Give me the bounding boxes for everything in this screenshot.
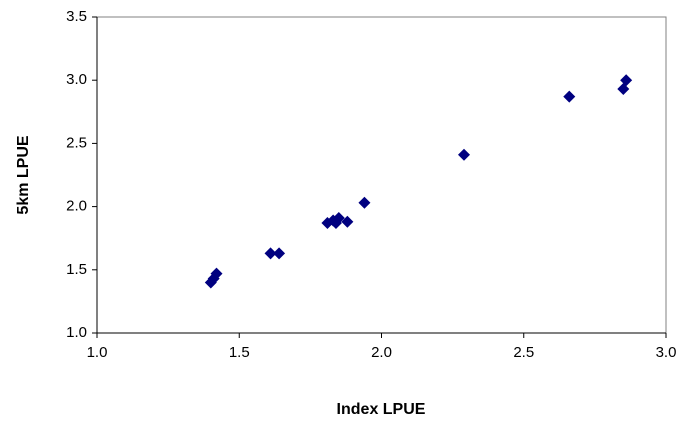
y-axis-title: 5km LPUE	[15, 135, 32, 214]
data-point	[332, 211, 345, 224]
data-point	[617, 83, 630, 96]
x-tick-label: 1.5	[229, 344, 250, 361]
x-tick-label: 2.0	[371, 344, 392, 361]
x-tick-label: 1.0	[87, 344, 108, 361]
data-point	[458, 148, 471, 161]
x-tick-label: 3.0	[656, 344, 677, 361]
y-tick-label: 3.0	[66, 71, 87, 88]
data-point	[273, 247, 286, 260]
x-tick-label: 2.5	[513, 344, 534, 361]
y-tick-label: 3.5	[66, 8, 87, 25]
plot-area	[96, 16, 667, 334]
data-point	[210, 267, 223, 280]
data-point	[563, 90, 576, 103]
y-tick-label: 2.0	[66, 198, 87, 215]
x-axis-title: Index LPUE	[337, 401, 426, 418]
data-point	[341, 215, 354, 228]
data-point	[358, 196, 371, 209]
y-tick-label: 2.5	[66, 134, 87, 151]
data-point	[264, 247, 277, 260]
y-tick-label: 1.5	[66, 261, 87, 278]
data-point	[620, 74, 633, 87]
y-tick-label: 1.0	[66, 324, 87, 341]
